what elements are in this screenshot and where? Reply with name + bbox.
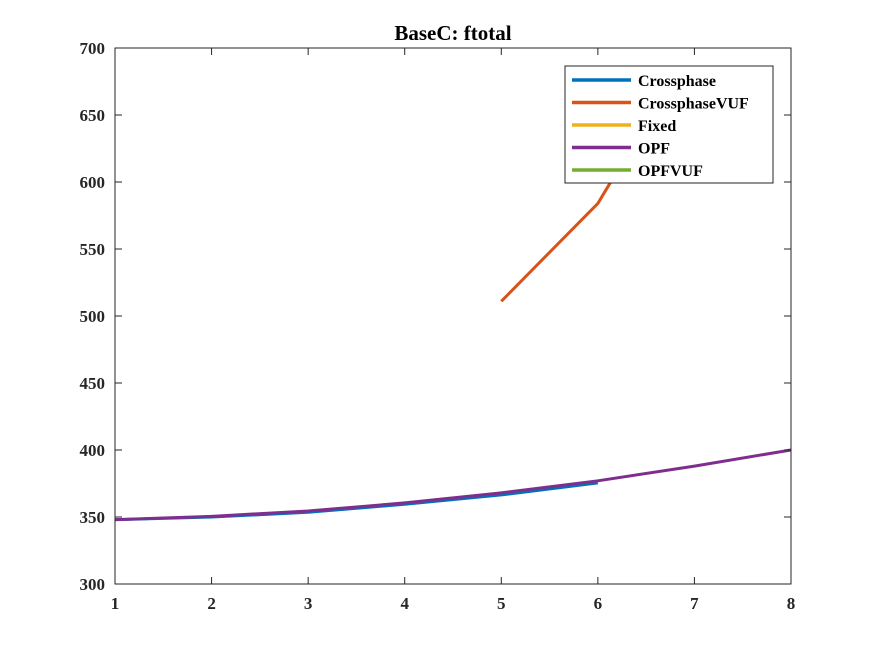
x-tick-label: 5 <box>497 594 506 613</box>
legend: Crossphase CrossphaseVUF Fixed OPF OPFVUF <box>564 65 774 184</box>
y-tick-label: 600 <box>80 173 106 192</box>
y-tick-label: 400 <box>80 441 106 460</box>
y-tick-label: 650 <box>80 106 106 125</box>
x-tick-label: 1 <box>111 594 120 613</box>
legend-label-crossphase: Crossphase <box>638 73 716 90</box>
y-tick-label: 550 <box>80 240 106 259</box>
x-tick-label: 2 <box>207 594 216 613</box>
y-tick-label: 500 <box>80 307 106 326</box>
legend-label-crossphasevuf: CrossphaseVUF <box>638 96 749 113</box>
y-tick-label: 300 <box>80 575 106 594</box>
x-tick-label: 7 <box>690 594 699 613</box>
legend-label-opfvuf: OPFVUF <box>638 163 703 180</box>
x-tick-label: 8 <box>787 594 796 613</box>
x-tick-label: 4 <box>400 594 409 613</box>
series-line-opf <box>114 448 792 522</box>
axes: 1 2 3 4 5 6 7 8 300 350 400 450 500 550 600 650 700 <box>80 39 796 613</box>
y-tick-label: 350 <box>80 508 106 527</box>
y-tick-label: 700 <box>80 39 106 58</box>
legend-label-opf: OPF <box>638 141 670 158</box>
x-tick-label: 3 <box>304 594 313 613</box>
legend-label-fixed: Fixed <box>638 118 676 135</box>
y-tick-label: 450 <box>80 374 106 393</box>
chart-title: BaseC: ftotal <box>394 21 511 45</box>
x-tick-label: 6 <box>594 594 603 613</box>
